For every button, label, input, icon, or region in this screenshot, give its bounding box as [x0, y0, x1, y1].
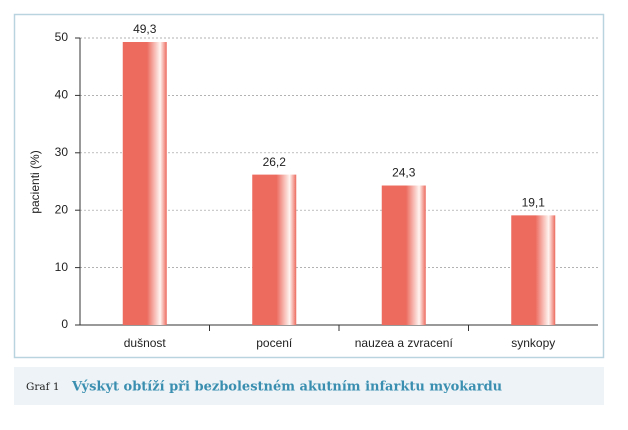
x-tick-label: synkopy [511, 336, 555, 350]
value-label: 49,3 [133, 22, 157, 36]
chart-frame [13, 13, 605, 359]
y-tick-label: 50 [55, 30, 69, 44]
x-tick-label: nauzea a zvracení [355, 336, 454, 350]
x-tick-label: pocení [256, 336, 293, 350]
value-label: 24,3 [392, 166, 416, 180]
y-tick-label: 30 [55, 145, 69, 159]
caption-label: Graf 1 [26, 381, 60, 393]
y-tick-label: 40 [55, 88, 69, 102]
x-tick-label: dušnost [124, 336, 167, 350]
y-axis-label: pacienti (%) [28, 150, 42, 213]
bar [122, 42, 167, 325]
bar [511, 215, 556, 325]
bar [381, 185, 426, 325]
y-tick-label: 0 [61, 317, 68, 331]
bar [252, 174, 297, 325]
value-label: 19,1 [522, 196, 546, 210]
y-tick-label: 10 [55, 260, 69, 274]
caption-band [14, 367, 604, 405]
value-label: 26,2 [263, 155, 287, 169]
chart-title: Výskyt obtíží při bezbolestném akutním i… [71, 380, 502, 395]
y-tick-label: 20 [55, 202, 69, 216]
